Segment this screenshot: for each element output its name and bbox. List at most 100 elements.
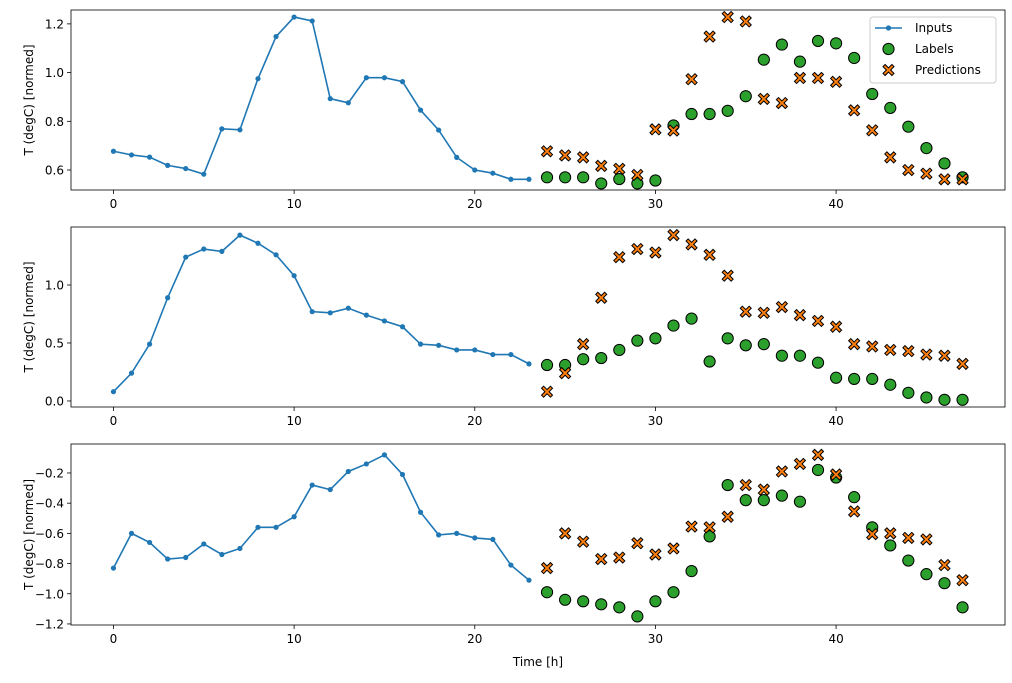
y-tick-label: 0.6: [45, 164, 64, 178]
inputs-point: [110, 389, 117, 395]
label-point: [848, 372, 861, 386]
inputs-point: [490, 536, 496, 543]
legend-entry: Predictions: [915, 63, 981, 77]
label-point: [577, 595, 590, 608]
inputs-point: [327, 96, 333, 102]
prediction-point: [631, 536, 644, 550]
y-axis-label: T (degC) [normed]: [22, 261, 36, 373]
x-tick-label: 30: [648, 197, 663, 211]
prediction-point: [558, 527, 572, 540]
inputs-point: [417, 509, 424, 515]
prediction-point: [811, 448, 825, 462]
prediction-point: [793, 308, 807, 322]
prediction-point: [775, 465, 789, 478]
label-point: [938, 157, 951, 170]
prediction-point: [811, 71, 825, 85]
prediction-point: [775, 96, 789, 110]
label-point: [649, 174, 662, 187]
inputs-line: [112, 234, 530, 393]
y-tick-label: −1.0: [35, 587, 64, 601]
y-tick-label: 0.5: [45, 336, 64, 350]
label-point: [613, 343, 626, 357]
inputs-point: [183, 165, 189, 172]
inputs-point: [417, 341, 424, 347]
prediction-point: [595, 291, 608, 304]
prediction-point: [793, 457, 807, 471]
prediction-point: [757, 483, 771, 496]
inputs-point: [273, 524, 279, 530]
prediction-point: [829, 75, 843, 89]
prediction-point: [920, 348, 933, 361]
x-tick-label: 20: [467, 414, 482, 428]
x-tick-label: 10: [286, 414, 301, 428]
prediction-point: [685, 238, 698, 251]
label-point: [775, 38, 788, 51]
prediction-point: [649, 246, 662, 259]
inputs-point: [399, 79, 406, 85]
x-axis-label: Time [h]: [512, 655, 563, 669]
subplot-1: 0 10 20 30 40 0.6 0.8 1.0 1.2 T (degC) [normed] In…: [22, 9, 1006, 211]
label-point: [631, 177, 644, 190]
inputs-point: [110, 148, 117, 154]
label-point: [902, 386, 915, 399]
prediction-point: [540, 385, 554, 398]
inputs-point: [128, 152, 135, 158]
legend-box: [869, 16, 997, 84]
prediction-point: [775, 300, 789, 314]
y-tick-label: −0.2: [35, 466, 64, 480]
y-tick-label: −1.2: [35, 617, 64, 631]
prediction-point: [847, 104, 861, 117]
y-tick-label: −0.6: [35, 527, 64, 541]
inputs-line: [112, 453, 530, 581]
axes-frame: [70, 9, 1006, 191]
inputs-point: [490, 170, 496, 176]
axes-frame: [70, 443, 1006, 626]
y-tick-label: −0.8: [35, 557, 64, 571]
prediction-point: [649, 548, 662, 561]
inputs-point: [165, 162, 171, 168]
y-tick-label: 0.0: [45, 394, 64, 408]
inputs-point: [526, 361, 532, 367]
label-point: [902, 554, 915, 567]
label-point: [595, 598, 608, 611]
inputs-point: [526, 176, 532, 182]
inputs-point: [327, 310, 333, 316]
inputs-point: [363, 461, 369, 467]
inputs-point: [291, 514, 297, 520]
inputs-point: [219, 126, 225, 132]
y-tick-label: 1.0: [45, 278, 64, 292]
label-point: [829, 371, 843, 384]
inputs-point: [381, 75, 388, 81]
prediction-point: [576, 535, 590, 548]
prediction-point: [884, 527, 897, 540]
inputs-point: [309, 482, 315, 488]
prediction-point: [576, 151, 590, 164]
inputs-point: [436, 127, 442, 133]
label-point: [829, 37, 843, 50]
prediction-point: [721, 10, 734, 24]
prediction-point: [938, 349, 951, 362]
prediction-point: [540, 145, 554, 158]
inputs-point: [363, 312, 369, 318]
inputs-point: [345, 468, 351, 475]
prediction-point: [703, 521, 716, 534]
inputs-point: [165, 556, 171, 562]
label-point: [703, 355, 716, 368]
label-point: [884, 378, 897, 391]
inputs-point: [219, 551, 225, 558]
prediction-point: [558, 366, 572, 380]
label-point: [902, 120, 915, 133]
label-point: [739, 90, 752, 103]
inputs-point: [201, 541, 207, 547]
inputs-point: [291, 14, 297, 20]
inputs-point: [237, 232, 243, 238]
inputs-point: [183, 254, 189, 260]
prediction-point: [829, 468, 843, 481]
x-tick-label: 40: [828, 197, 843, 211]
y-tick-label: 1.2: [45, 17, 64, 31]
label-point: [558, 171, 572, 184]
x-tick-label: 10: [286, 197, 301, 211]
label-point: [811, 34, 825, 48]
inputs-point: [417, 107, 424, 113]
inputs-point: [436, 342, 442, 348]
